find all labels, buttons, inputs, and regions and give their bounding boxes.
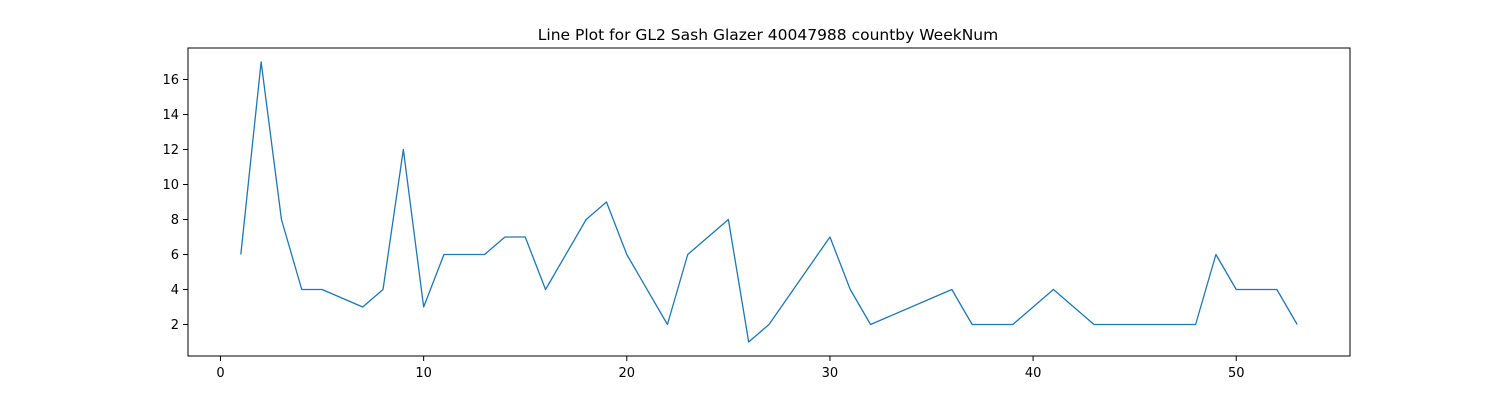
y-tick-label: 4 bbox=[171, 283, 179, 298]
chart-title: Line Plot for GL2 Sash Glazer 40047988 c… bbox=[538, 26, 998, 44]
y-axis: 2 4 6 8 10 12 14 16 bbox=[162, 73, 188, 333]
series-line bbox=[240, 61, 1298, 343]
y-tick-label: 8 bbox=[171, 213, 179, 228]
x-tick-label: 30 bbox=[822, 366, 839, 381]
y-tick-label: 2 bbox=[171, 318, 179, 333]
x-tick-label: 50 bbox=[1228, 366, 1245, 381]
x-tick-label: 20 bbox=[619, 366, 636, 381]
y-tick-label: 10 bbox=[162, 178, 179, 193]
x-tick-label: 0 bbox=[216, 366, 224, 381]
x-axis: 0 10 20 30 40 50 bbox=[216, 356, 1245, 381]
y-tick-label: 14 bbox=[162, 108, 179, 123]
plot-frame bbox=[187, 47, 1351, 357]
y-tick-label: 16 bbox=[162, 73, 179, 88]
x-tick-label: 10 bbox=[415, 366, 432, 381]
y-tick-label: 12 bbox=[162, 143, 179, 158]
x-tick-label: 40 bbox=[1025, 366, 1042, 381]
y-tick-label: 6 bbox=[171, 248, 179, 263]
